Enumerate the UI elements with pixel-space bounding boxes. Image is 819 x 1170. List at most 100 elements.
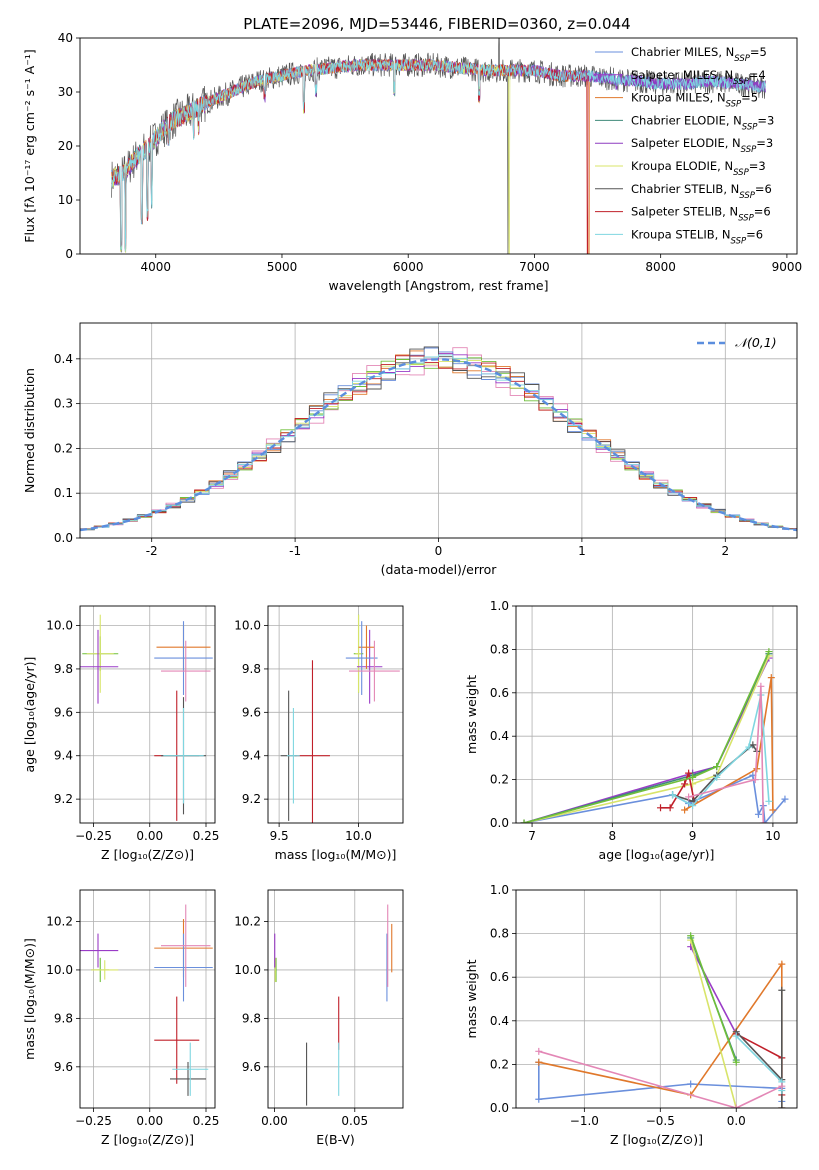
spectrum-ytick-label: 20 bbox=[58, 139, 73, 153]
mass_weight_vs_age-point-marker bbox=[745, 743, 753, 751]
spectrum-ytick-label: 30 bbox=[58, 85, 73, 99]
residuals-ytick-label: 0.3 bbox=[54, 397, 73, 411]
mass_weight_vs_age-point-marker bbox=[657, 804, 665, 812]
spectrum-xtick-label: 4000 bbox=[140, 260, 171, 274]
mass_vs_Z-xtick-label: 0.00 bbox=[136, 1114, 163, 1128]
legend-entry: Kroupa MILES, NSSP=5 bbox=[631, 91, 758, 110]
mass_weight_vs_Z-ytick-label: 0.2 bbox=[490, 1057, 509, 1071]
mass_weight_vs_Z-point-marker bbox=[778, 960, 786, 968]
mass_weight_vs_Z-point-marker bbox=[535, 1047, 543, 1055]
mass_weight_vs_Z-ytick-label: 0.8 bbox=[490, 927, 509, 941]
legend-entry: Chabrier MILES, NSSP=5 bbox=[631, 45, 767, 64]
mass_weight_vs_age-point-marker bbox=[767, 674, 775, 682]
mass_vs_Z-axes: −0.25 0.00 0.25 9.6 9.8 10.0 10.2 Z [log₁₀(Z/Z⊙… bbox=[22, 890, 219, 1147]
age_vs_mass-ytick-label: 9.4 bbox=[242, 749, 261, 763]
mass_weight_vs_age-ytick-label: 0.8 bbox=[490, 642, 509, 656]
age_vs_Z-ytick-label: 9.4 bbox=[54, 749, 73, 763]
mass_weight_vs_Z-series-line bbox=[735, 1035, 783, 1091]
mass_weight_vs_age-point-marker bbox=[765, 648, 773, 656]
mass_weight_vs_Z-point-marker bbox=[778, 1104, 786, 1108]
legend-entry: Chabrier ELODIE, NSSP=3 bbox=[631, 113, 774, 132]
mass_weight_vs_age-point-marker bbox=[685, 793, 693, 801]
mass_weight_vs_age-point-marker bbox=[681, 780, 689, 788]
residuals-ylabel: Normed distribution bbox=[22, 368, 37, 493]
mass_weight_vs_Z-point-marker bbox=[732, 1104, 740, 1108]
mass_weight_vs_age-ytick-label: 1.0 bbox=[490, 599, 509, 613]
mass_vs_ebv-axes: 0.00 0.05 9.6 9.8 10.0 10.2 E(B-V) bbox=[234, 890, 403, 1147]
mass_vs_Z-xlabel: Z [log₁₀(Z/Z⊙)] bbox=[101, 1132, 194, 1147]
residuals-xtick-label: 1 bbox=[578, 544, 586, 558]
mass_weight_vs_Z-xtick-label: −0.5 bbox=[646, 1114, 675, 1128]
mass_weight_vs_Z-frame bbox=[515, 889, 798, 1109]
age_vs_Z-frame bbox=[79, 605, 216, 824]
mass_weight_vs_Z-series-line bbox=[689, 946, 737, 1035]
age_vs_mass-frame bbox=[267, 605, 404, 824]
mass_vs_ebv-ytick-label: 9.8 bbox=[242, 1011, 261, 1025]
mass_weight_vs_Z-xtick-label: −1.0 bbox=[570, 1114, 599, 1128]
age_vs_Z-ytick-label: 9.6 bbox=[54, 705, 73, 719]
mass_vs_ebv-plot-area bbox=[274, 904, 393, 1106]
spectrum-ylabel: Flux [fλ 10⁻¹⁷ erg cm⁻² s⁻¹ A⁻¹] bbox=[22, 49, 37, 242]
mass_vs_ebv-frame bbox=[267, 889, 404, 1109]
legend-entry: Chabrier STELIB, NSSP=6 bbox=[631, 182, 772, 201]
mass_weight_vs_Z-xtick-label: 0.0 bbox=[727, 1114, 746, 1128]
mass_weight_vs_Z-series-line bbox=[735, 990, 783, 1108]
residuals-ytick-label: 0.0 bbox=[54, 531, 73, 545]
age_vs_Z-xlabel: Z [log₁₀(Z/Z⊙)] bbox=[101, 847, 194, 862]
mass_weight_vs_age-series-line bbox=[672, 694, 770, 807]
spectrum-series-kroupa-stelib bbox=[111, 59, 766, 252]
residuals-xtick-label: 2 bbox=[721, 544, 729, 558]
gaussian-reference-curve bbox=[80, 358, 797, 532]
mass_weight_vs_age-series-line bbox=[523, 655, 770, 823]
age_vs_Z-ytick-label: 10.0 bbox=[46, 619, 73, 633]
mass_vs_Z-ytick-label: 10.2 bbox=[46, 914, 73, 928]
mass_weight_vs_age-point-marker bbox=[520, 819, 528, 823]
age_vs_mass-xlabel: mass [log₁₀(M/M⊙)] bbox=[275, 847, 397, 862]
mass_vs_Z-ytick-label: 10.0 bbox=[46, 963, 73, 977]
mass_weight_vs_Z-point-marker bbox=[732, 1058, 740, 1066]
age_vs_mass-ytick-label: 9.2 bbox=[242, 792, 261, 806]
mass_weight_vs_Z-point-marker bbox=[535, 1095, 543, 1103]
mass_weight_vs_age-series-line bbox=[523, 657, 770, 823]
spectrum-xtick-label: 7000 bbox=[519, 260, 550, 274]
mass_weight_vs_age-point-marker bbox=[669, 791, 677, 799]
spectrum-plot-area bbox=[111, 38, 766, 254]
age_vs_mass-ytick-label: 9.8 bbox=[242, 662, 261, 676]
mass_weight_vs_Z-xlabel: Z [log₁₀(Z/Z⊙)] bbox=[610, 1132, 703, 1147]
residuals-ytick-label: 0.2 bbox=[54, 441, 73, 455]
mass_vs_ebv-ytick-label: 9.6 bbox=[242, 1060, 261, 1074]
mass_weight_vs_age-point-marker bbox=[761, 819, 769, 823]
mass_vs_ebv-ytick-label: 10.0 bbox=[234, 963, 261, 977]
mass_vs_Z-ytick-label: 9.6 bbox=[54, 1060, 73, 1074]
age_vs_Z-ytick-label: 9.8 bbox=[54, 662, 73, 676]
mass_vs_ebv-xtick-label: 0.00 bbox=[261, 1114, 288, 1128]
age_vs_Z-axes: −0.25 0.00 0.25 9.2 9.4 9.6 9.8 10.0 Z [log₁₀(Z/… bbox=[22, 606, 219, 862]
spectrum-ytick-label: 40 bbox=[58, 31, 73, 45]
mass_vs_Z-xtick-label: 0.25 bbox=[193, 1114, 220, 1128]
age_vs_Z-ytick-label: 9.2 bbox=[54, 792, 73, 806]
mass_weight_vs_age-xtick-label: 9 bbox=[689, 829, 697, 843]
mass_weight_vs_age-axes: 7 8 9 10 0.0 0.2 0.4 0.6 0.8 1.0 age [log₁₀(age/yr… bbox=[464, 599, 797, 862]
residuals-plot-area bbox=[80, 346, 797, 532]
mass_vs_Z-xtick-label: −0.25 bbox=[75, 1114, 112, 1128]
spectrum-xtick-label: 6000 bbox=[393, 260, 424, 274]
age_vs_mass-xtick-label: 9.5 bbox=[270, 829, 289, 843]
mass_weight_vs_age-series-line bbox=[523, 651, 770, 823]
mass_weight_vs_age-ytick-label: 0.2 bbox=[490, 773, 509, 787]
mass_weight_vs_age-point-marker bbox=[713, 763, 721, 771]
mass_weight_vs_Z-series-line bbox=[689, 935, 737, 1063]
mass_weight_vs_Z-plot-area bbox=[535, 932, 786, 1108]
age_vs_mass-ytick-label: 9.6 bbox=[242, 705, 261, 719]
mass_weight_vs_age-point-marker bbox=[781, 795, 789, 803]
mass_weight_vs_Z-point-marker bbox=[535, 1058, 543, 1066]
mass_weight_vs_age-point-marker bbox=[666, 804, 674, 812]
mass_weight_vs_Z-point-marker bbox=[687, 1080, 695, 1088]
mass_vs_ebv-xlabel: E(B-V) bbox=[316, 1132, 355, 1147]
mass_vs_Z-plot-area bbox=[80, 904, 213, 1096]
mass_weight_vs_age-point-marker bbox=[713, 773, 721, 781]
age_vs_Z-xtick-label: −0.25 bbox=[75, 829, 112, 843]
legend-entry: 𝒩(0,1) bbox=[735, 335, 777, 350]
mass_weight_vs_age-point-marker bbox=[685, 769, 693, 777]
age_vs_mass-plot-area bbox=[280, 614, 400, 823]
